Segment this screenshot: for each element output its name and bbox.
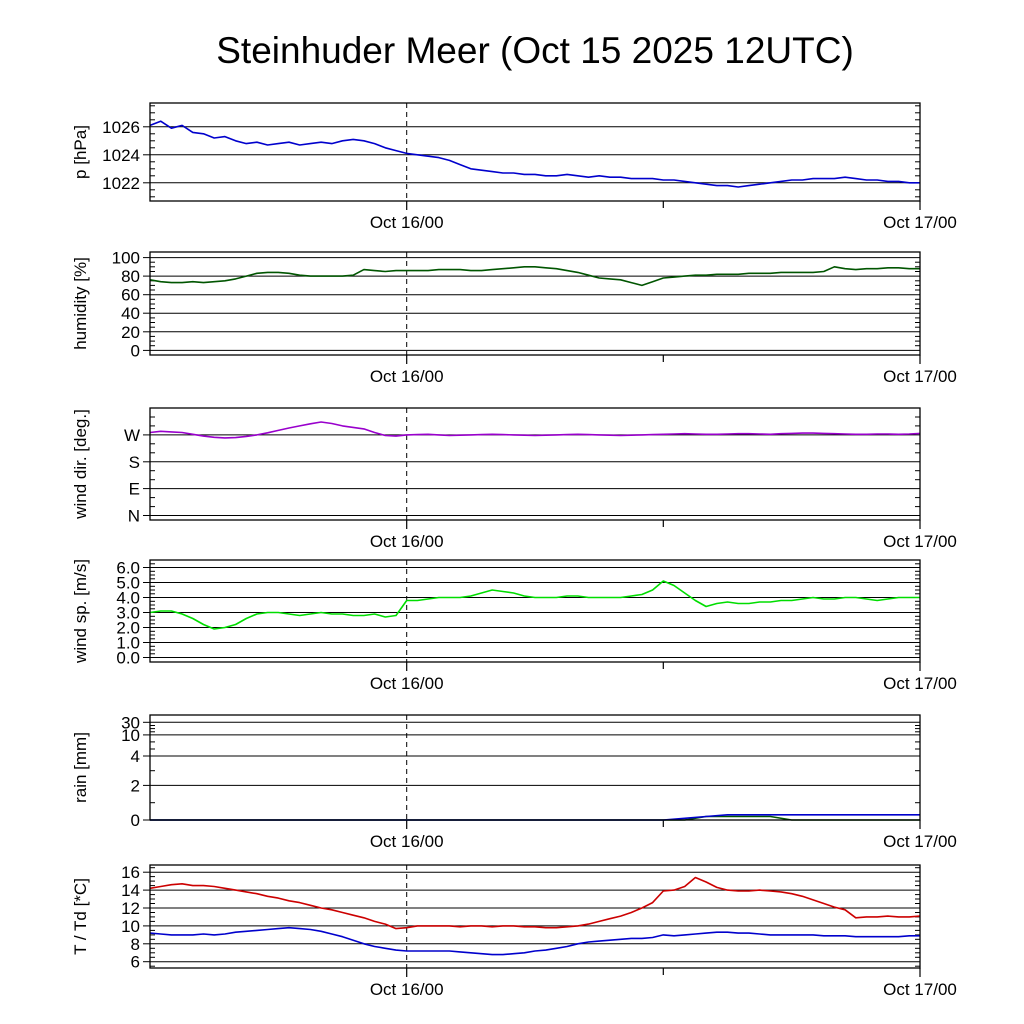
- svg-text:E: E: [129, 480, 140, 499]
- svg-text:Oct 16/00: Oct 16/00: [370, 532, 444, 551]
- svg-text:4: 4: [131, 747, 140, 766]
- svg-text:Oct 16/00: Oct 16/00: [370, 674, 444, 693]
- svg-text:N: N: [128, 507, 140, 526]
- svg-text:1022: 1022: [102, 174, 140, 193]
- svg-text:Oct 17/00: Oct 17/00: [883, 367, 957, 386]
- chart-title: Steinhuder Meer (Oct 15 2025 12UTC): [216, 30, 854, 71]
- svg-text:1024: 1024: [102, 146, 140, 165]
- svg-text:1026: 1026: [102, 118, 140, 137]
- svg-text:3.0: 3.0: [116, 604, 140, 623]
- svg-text:0.0: 0.0: [116, 649, 140, 668]
- svg-text:6.0: 6.0: [116, 559, 140, 578]
- svg-text:10: 10: [121, 917, 140, 936]
- svg-text:60: 60: [121, 286, 140, 305]
- svg-text:10: 10: [121, 726, 140, 745]
- svg-text:20: 20: [121, 323, 140, 342]
- svg-text:1.0: 1.0: [116, 634, 140, 653]
- svg-text:T / Td [*C]: T / Td [*C]: [71, 878, 90, 955]
- svg-text:Oct 16/00: Oct 16/00: [370, 980, 444, 999]
- svg-text:S: S: [129, 453, 140, 472]
- svg-text:W: W: [124, 426, 140, 445]
- svg-text:12: 12: [121, 899, 140, 918]
- svg-text:14: 14: [121, 881, 140, 900]
- svg-text:Oct 16/00: Oct 16/00: [370, 367, 444, 386]
- svg-text:Oct 17/00: Oct 17/00: [883, 213, 957, 232]
- svg-text:Oct 17/00: Oct 17/00: [883, 980, 957, 999]
- svg-text:Oct 16/00: Oct 16/00: [370, 832, 444, 851]
- svg-text:0: 0: [131, 811, 140, 830]
- svg-text:Oct 17/00: Oct 17/00: [883, 832, 957, 851]
- svg-text:2: 2: [131, 776, 140, 795]
- svg-text:Oct 16/00: Oct 16/00: [370, 213, 444, 232]
- svg-text:Oct 17/00: Oct 17/00: [883, 674, 957, 693]
- svg-text:humidity [%]: humidity [%]: [71, 257, 90, 350]
- svg-text:40: 40: [121, 304, 140, 323]
- svg-text:100: 100: [112, 249, 140, 268]
- svg-text:4.0: 4.0: [116, 589, 140, 608]
- svg-text:p [hPa]: p [hPa]: [71, 125, 90, 179]
- svg-text:8: 8: [131, 935, 140, 954]
- svg-text:Oct 17/00: Oct 17/00: [883, 532, 957, 551]
- svg-text:80: 80: [121, 267, 140, 286]
- svg-text:30: 30: [121, 713, 140, 732]
- svg-text:6: 6: [131, 953, 140, 972]
- svg-text:wind dir. [deg.]: wind dir. [deg.]: [71, 409, 90, 520]
- svg-text:0: 0: [131, 341, 140, 360]
- wind-speed-panel: 6.05.04.03.02.01.00.0 Oct 16/00 Oct 17/00 w…: [71, 559, 957, 694]
- svg-text:16: 16: [121, 863, 140, 882]
- svg-text:rain [mm]: rain [mm]: [71, 732, 90, 803]
- svg-text:2.0: 2.0: [116, 619, 140, 638]
- svg-text:wind sp. [m/s]: wind sp. [m/s]: [71, 559, 90, 664]
- pressure-panel: 1026 1024 1022 Oct 16/00 Oct 17/00 p [hPa]: [71, 102, 957, 232]
- svg-text:5.0: 5.0: [116, 574, 140, 593]
